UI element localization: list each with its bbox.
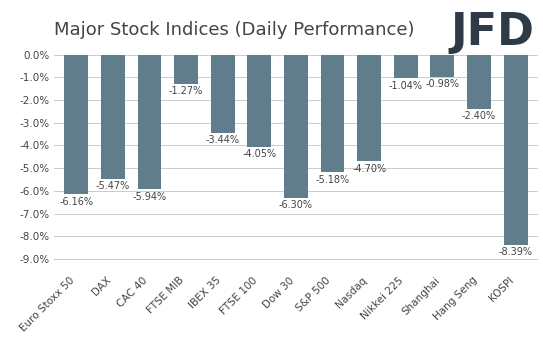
Text: -4.05%: -4.05% [242,149,276,159]
Text: Major Stock Indices (Daily Performance): Major Stock Indices (Daily Performance) [54,20,415,39]
Text: -1.27%: -1.27% [169,86,203,96]
Text: -2.40%: -2.40% [462,111,496,121]
Text: -5.94%: -5.94% [132,192,167,202]
Bar [65,55,88,194]
Text: -3.44%: -3.44% [206,135,239,145]
Bar [174,55,198,84]
Text: -6.30%: -6.30% [279,200,313,210]
Text: -5.47%: -5.47% [96,181,130,191]
Text: -5.18%: -5.18% [315,174,350,185]
Bar [211,55,235,133]
Text: -0.98%: -0.98% [425,79,459,89]
Bar [101,55,125,179]
Text: -1.04%: -1.04% [389,81,423,91]
Bar [394,55,418,78]
Bar [431,55,454,77]
Bar [248,55,271,147]
Text: JFD: JFD [451,11,535,54]
Bar [284,55,308,198]
Bar [467,55,491,109]
Text: -4.70%: -4.70% [352,164,386,174]
Bar [321,55,344,172]
Bar [357,55,381,161]
Text: -6.16%: -6.16% [59,197,93,207]
Bar [137,55,161,190]
Bar [504,55,527,245]
Text: -8.39%: -8.39% [498,247,533,257]
